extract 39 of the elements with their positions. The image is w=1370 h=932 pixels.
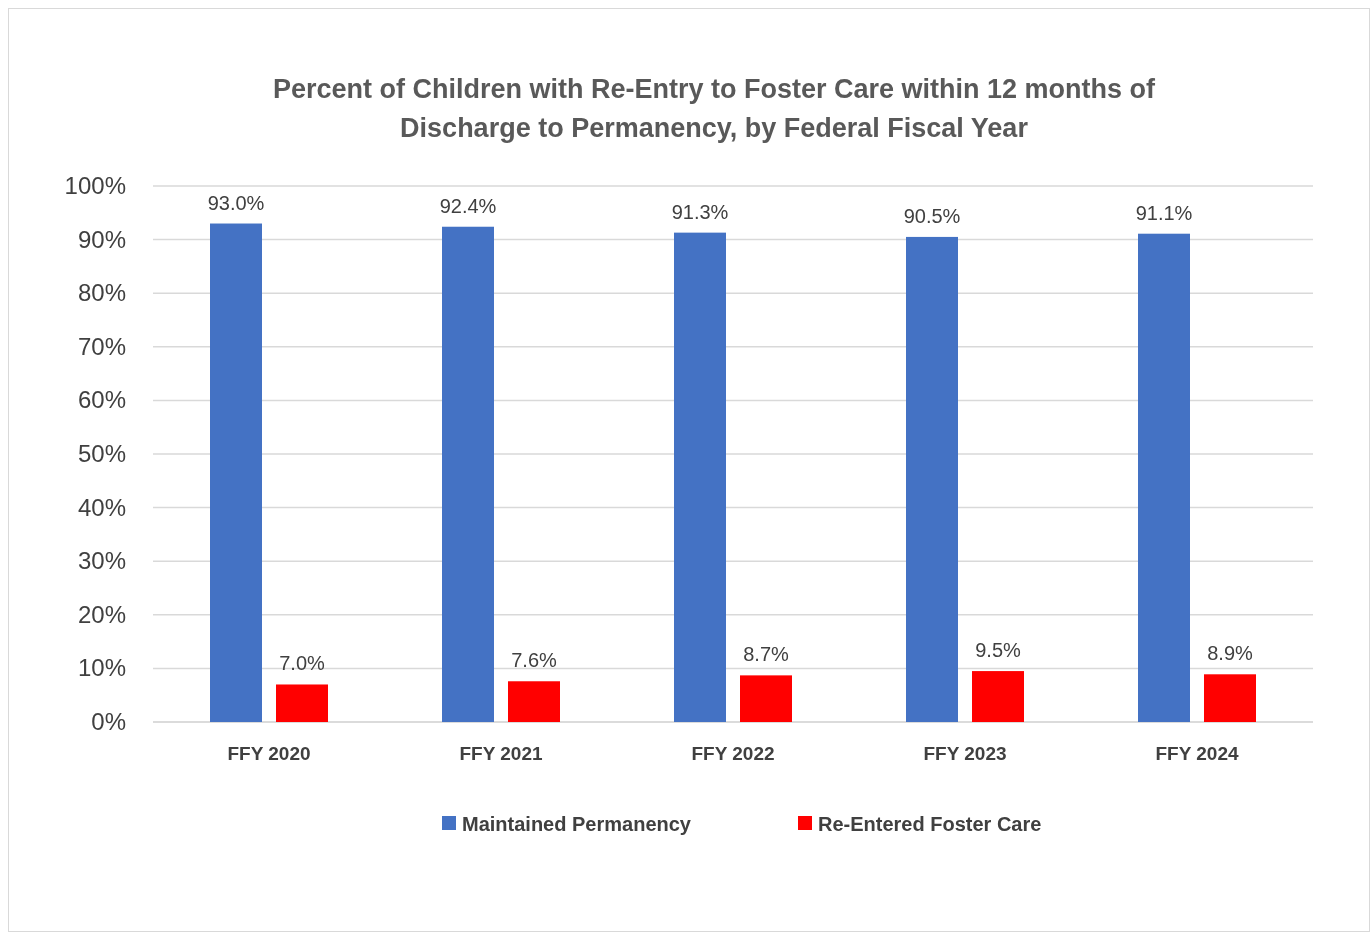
- bar: [740, 675, 792, 722]
- legend-label: Re-Entered Foster Care: [818, 813, 1042, 835]
- data-label: 8.9%: [1207, 642, 1254, 665]
- bar: [1138, 233, 1190, 722]
- data-label: 7.0%: [279, 652, 326, 675]
- x-tick-label: FFY 2023: [923, 743, 1007, 764]
- y-tick-label: 40%: [77, 493, 126, 521]
- y-tick-label: 0%: [91, 708, 126, 735]
- y-tick-label: 10%: [77, 654, 126, 682]
- bar: [972, 671, 1024, 722]
- bar: [508, 681, 560, 722]
- bar: [674, 232, 726, 722]
- x-tick-label: FFY 2021: [459, 743, 543, 764]
- x-tick-label: FFY 2020: [227, 743, 311, 764]
- bar: [906, 236, 958, 722]
- data-label: 9.5%: [975, 639, 1022, 662]
- y-tick-label: 100%: [64, 172, 126, 199]
- y-tick-label: 70%: [77, 332, 126, 360]
- chart-title: Percent of Children with Re-Entry to Foster Care within 12 months of Discharge to Permanency, by Federal Fiscal Year: [272, 74, 1157, 143]
- x-tick-label: FFY 2024: [1155, 743, 1239, 764]
- data-label: 92.4%: [439, 194, 497, 217]
- data-label: 90.5%: [903, 204, 961, 227]
- bar: [276, 684, 328, 722]
- y-tick-label: 80%: [77, 279, 126, 307]
- y-tick-label: 60%: [77, 386, 126, 414]
- data-label: 91.1%: [1135, 201, 1193, 224]
- y-tick-label: 30%: [77, 547, 126, 575]
- y-tick-label: 50%: [77, 440, 126, 467]
- y-tick-label: 20%: [77, 600, 126, 628]
- bar: [210, 223, 262, 722]
- legend-label: Maintained Permanency: [462, 813, 692, 835]
- bar: [1204, 674, 1256, 722]
- data-label: 7.6%: [511, 649, 558, 672]
- data-label: 8.7%: [743, 643, 790, 666]
- data-label: 93.0%: [207, 191, 265, 214]
- data-label: 91.3%: [671, 200, 729, 223]
- y-tick-label: 90%: [77, 225, 126, 253]
- x-tick-label: FFY 2022: [691, 743, 775, 764]
- bar: [442, 226, 494, 722]
